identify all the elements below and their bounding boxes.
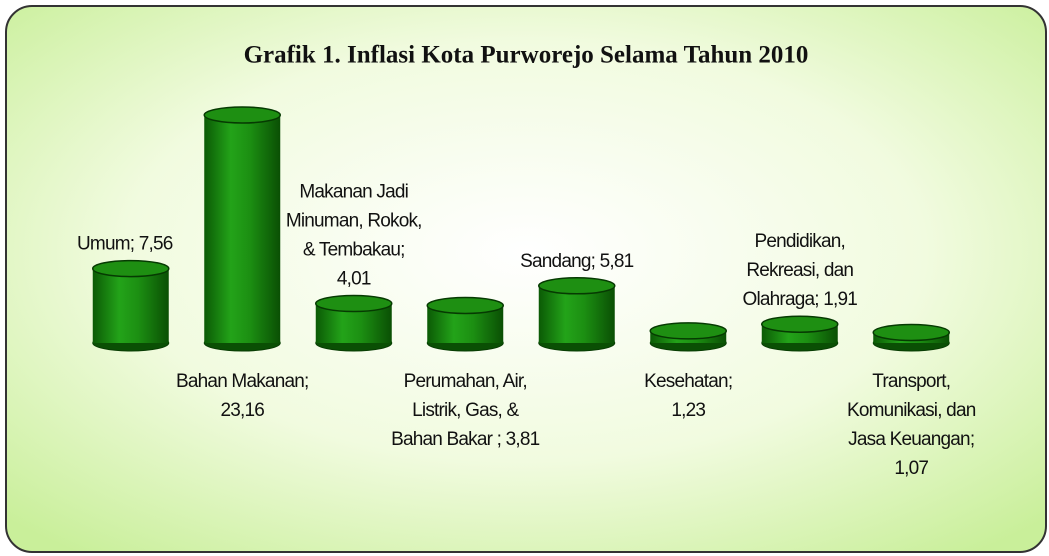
data-label: 1,23 (671, 400, 705, 421)
cylinder-top (649, 322, 727, 340)
data-label: Sandang; 5,81 (520, 251, 633, 272)
data-label: Listrik, Gas, & (412, 400, 519, 421)
data-label: Minuman, Rokok, (286, 211, 422, 232)
bar (204, 115, 281, 343)
data-label: Kesehatan; (644, 371, 732, 392)
plot: Umum; 7,56 Bahan Makanan; 23,16 Makanan Jad… (77, 106, 977, 479)
chart-title: Grafik 1. Inflasi Kota Purworejo Selama … (244, 42, 809, 69)
data-label: Umum; 7,56 (77, 234, 173, 255)
data-label: Komunikasi, dan (847, 400, 976, 421)
cylinder-top (761, 315, 839, 333)
data-label: 1,07 (894, 458, 928, 479)
data-label: Olahraga; 1,91 (743, 289, 858, 310)
data-label: Transport, (872, 371, 950, 392)
data-label: Perumahan, Air, (404, 371, 527, 392)
data-label: Jasa Keuangan; (848, 429, 974, 450)
cylinder-top (203, 106, 281, 124)
bar (538, 285, 615, 343)
data-label: 4,01 (337, 269, 371, 290)
data-label: Pendidikan, (755, 231, 846, 252)
cylinder-top (92, 259, 170, 278)
data-label: Rekreasi, dan (746, 260, 853, 281)
bar (92, 268, 169, 343)
data-label: & Tembakau; (303, 240, 405, 261)
cylinder-top (538, 277, 616, 295)
cylinder-top (426, 296, 504, 315)
data-label: 23,16 (220, 400, 264, 421)
data-label: Bahan Bakar ; 3,81 (391, 429, 540, 450)
cylinder-top (315, 294, 393, 313)
data-label: Bahan Makanan; (176, 371, 308, 392)
data-label: Makanan Jadi (299, 182, 408, 203)
cylinder-top (872, 323, 950, 342)
